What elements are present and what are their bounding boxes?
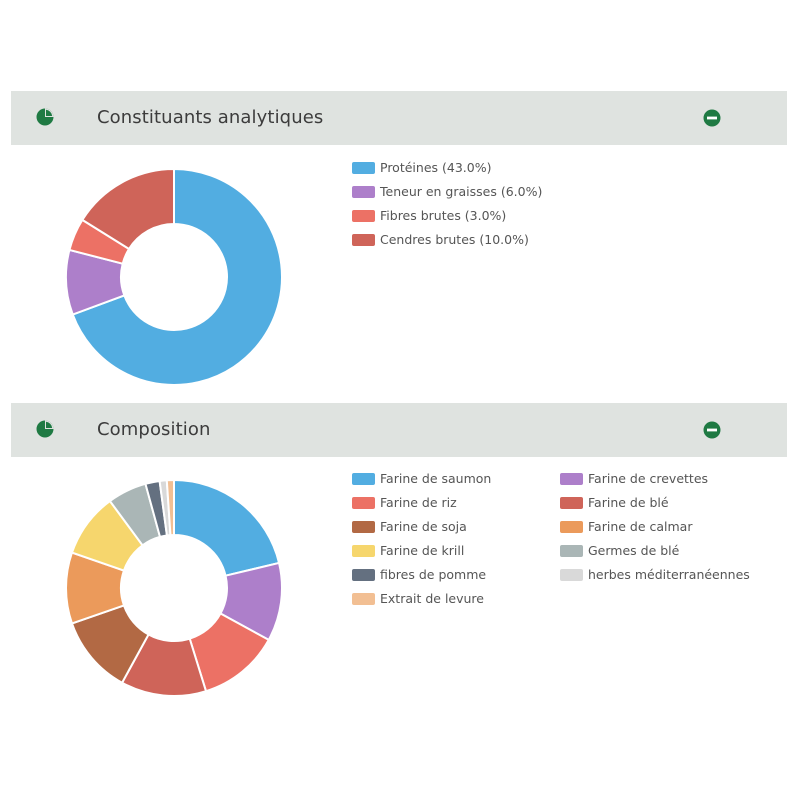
composition-header: Composition [11,403,787,457]
legend-swatch [352,545,375,557]
analytical-constituents-legend: Protéines (43.0%) Teneur en graisses (6.0… [352,160,552,260]
legend-label: Farine de soja [380,519,467,534]
legend-label: Fibres brutes (3.0%) [380,208,507,223]
slice-cendres-brutes [80,167,175,251]
minus-circle-icon[interactable] [702,108,722,128]
legend-swatch [560,569,583,581]
legend-swatch [352,497,375,509]
legend-label: Protéines (43.0%) [380,160,492,175]
legend-label: fibres de pomme [380,567,487,582]
legend-label: Farine de calmar [588,519,693,534]
legend-label: Farine de riz [380,495,457,510]
pie-chart-icon [36,420,54,438]
legend-label: Teneur en graisses (6.0%) [380,184,543,199]
analytical-constituents-donut-chart [65,167,283,386]
section-title: Composition [97,419,211,440]
legend-label: Farine de saumon [380,471,492,486]
legend-label: Farine de blé [588,495,669,510]
slice-extrait-de-levure [165,478,175,537]
legend-label: Farine de krill [380,543,465,558]
legend-label: Germes de blé [588,543,680,558]
legend-label: Extrait de levure [380,591,484,606]
legend-swatch [560,497,583,509]
composition-legend: Farine de saumon Farine de crevettes Farin… [352,471,772,631]
legend-label: Cendres brutes (10.0%) [380,232,529,247]
legend-swatch [352,521,375,533]
analytical-constituents-header: Constituants analytiques [11,91,787,145]
legend-swatch [560,473,583,485]
legend-swatch [352,234,375,246]
pie-chart-icon [36,108,54,126]
legend-swatch [352,473,375,485]
legend-swatch [352,569,375,581]
legend-swatch [352,593,375,605]
slice-farine-de-saumon [173,478,281,577]
legend-swatch [352,186,375,198]
composition-donut-chart [65,478,283,697]
legend-label: herbes méditerranéennes [588,567,750,582]
legend-label: Farine de crevettes [588,471,709,486]
legend-swatch [560,521,583,533]
legend-swatch [352,162,375,174]
section-title: Constituants analytiques [97,107,324,128]
legend-swatch [352,210,375,222]
legend-swatch [560,545,583,557]
minus-circle-icon[interactable] [702,420,722,440]
slice-proteines [71,167,283,386]
